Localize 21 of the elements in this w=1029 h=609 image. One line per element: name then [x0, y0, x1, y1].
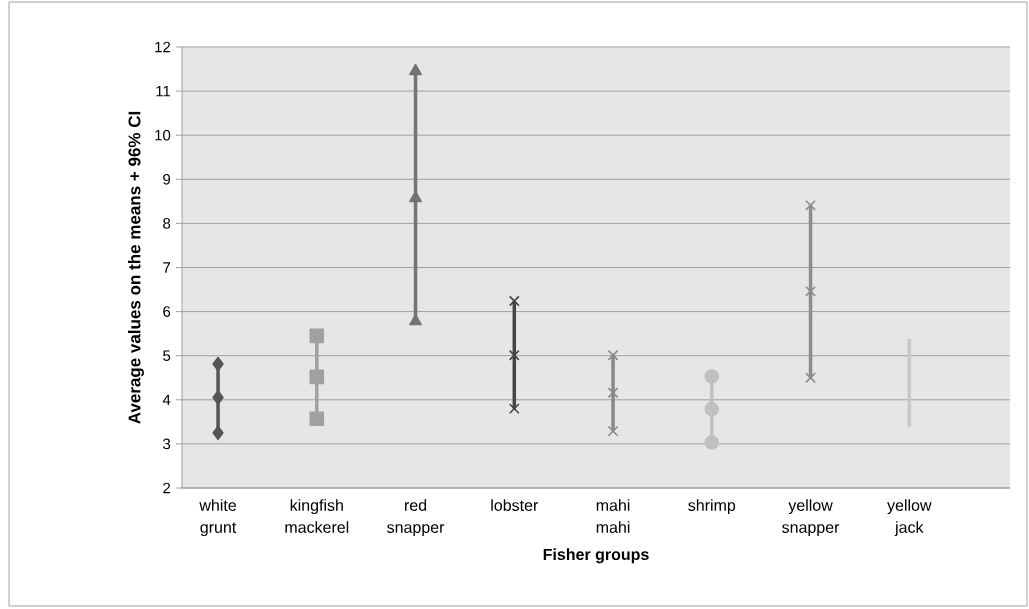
x-tick-label: mahi mahi — [596, 499, 630, 533]
y-tick-label: 5 — [163, 350, 171, 361]
y-tick-label: 12 — [155, 41, 171, 53]
x-tick-label: white grunt — [199, 499, 237, 537]
x-tick-label: kingfish mackerel — [285, 499, 349, 533]
y-tick-label: 6 — [163, 306, 171, 317]
y-tick-label: 11 — [156, 85, 171, 97]
y-tick-label: 3 — [163, 438, 171, 450]
y-tick-label: 2 — [163, 482, 171, 494]
x-axis-title: Fisher groups — [543, 548, 649, 564]
x-tick-label: yellow jack — [887, 499, 932, 537]
y-tick-label: 8 — [163, 218, 171, 229]
y-tick-label: 10 — [155, 129, 171, 141]
y-tick-label: 9 — [163, 173, 171, 185]
y-tick-label: 4 — [162, 394, 171, 405]
x-tick-label: red snapper — [387, 499, 445, 537]
y-axis-title: Average values on the means + 96% CI — [128, 111, 144, 424]
x-tick-label: shrimp — [688, 499, 736, 515]
x-tick-label: lobster — [491, 499, 539, 511]
x-tick-label: yellow snapper — [782, 499, 840, 537]
y-tick-label: 7 — [163, 262, 171, 273]
